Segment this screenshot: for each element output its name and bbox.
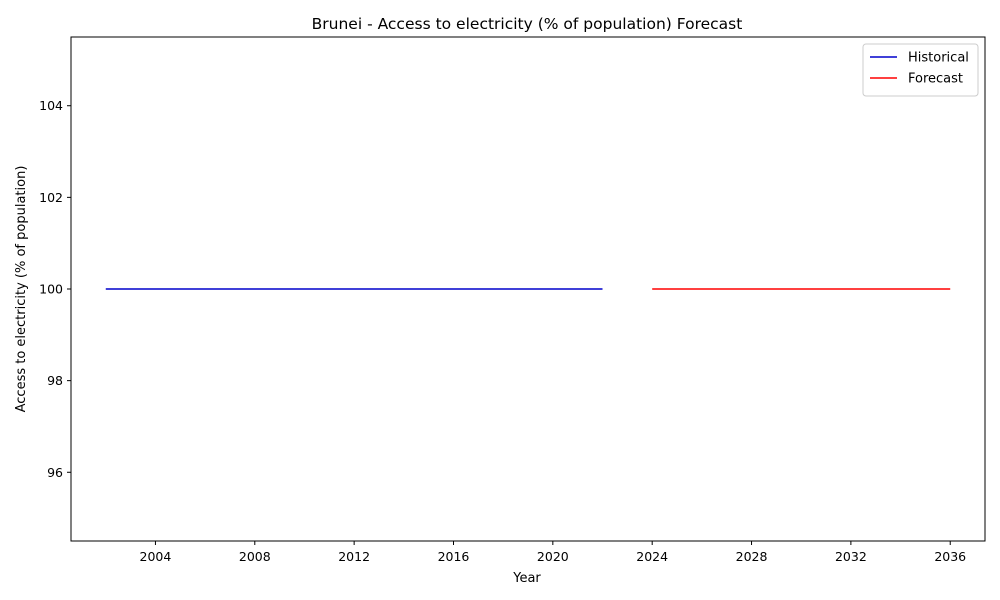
data-point-historical: [353, 288, 355, 290]
data-point-historical: [602, 288, 604, 290]
x-tick-label: 2024: [636, 549, 668, 564]
x-tick-label: 2012: [338, 549, 370, 564]
data-point-historical: [329, 288, 331, 290]
data-point-forecast: [776, 288, 778, 290]
data-point-historical: [304, 288, 306, 290]
data-point-historical: [179, 288, 181, 290]
data-point-forecast: [850, 288, 852, 290]
data-point-historical: [378, 288, 380, 290]
data-point-forecast: [825, 288, 827, 290]
data-point-forecast: [726, 288, 728, 290]
x-tick-label: 2004: [140, 549, 172, 564]
data-point-forecast: [900, 288, 902, 290]
y-axis-label: Access to electricity (% of population): [14, 166, 29, 413]
x-tick-label: 2016: [438, 549, 470, 564]
x-tick-label: 2032: [835, 549, 867, 564]
data-point-forecast: [651, 288, 653, 290]
x-tick-label: 2008: [239, 549, 271, 564]
data-point-historical: [105, 288, 107, 290]
legend-label-forecast: Forecast: [908, 72, 963, 87]
data-point-historical: [552, 288, 554, 290]
x-tick-label: 2028: [736, 549, 768, 564]
data-point-historical: [478, 288, 480, 290]
legend: Historical Forecast: [862, 43, 979, 97]
data-point-forecast: [751, 288, 753, 290]
data-point-forecast: [949, 288, 951, 290]
data-point-historical: [130, 288, 132, 290]
y-tick-label: 96: [47, 465, 63, 480]
data-point-forecast: [701, 288, 703, 290]
data-point-historical: [428, 288, 430, 290]
data-point-historical: [254, 288, 256, 290]
data-point-historical: [229, 288, 231, 290]
y-tick-label: 102: [39, 190, 63, 205]
data-point-historical: [403, 288, 405, 290]
y-tick-label: 100: [39, 282, 63, 297]
data-point-historical: [502, 288, 504, 290]
plot-area: 2004 2008 2012 2016 2020 2024 2028 2032 2036 96 98…: [39, 36, 986, 564]
data-point-historical: [453, 288, 455, 290]
data-point-historical: [204, 288, 206, 290]
legend-label-historical: Historical: [908, 51, 969, 66]
data-point-forecast: [800, 288, 802, 290]
data-point-forecast: [676, 288, 678, 290]
data-point-historical: [527, 288, 529, 290]
x-tick-label: 2020: [537, 549, 569, 564]
y-tick-label: 104: [39, 98, 63, 113]
data-point-historical: [155, 288, 157, 290]
data-point-historical: [279, 288, 281, 290]
x-tick-label: 2036: [934, 549, 966, 564]
data-point-forecast: [925, 288, 927, 290]
x-axis-label: Year: [512, 571, 541, 586]
data-point-forecast: [875, 288, 877, 290]
data-point-historical: [577, 288, 579, 290]
chart-title: Brunei - Access to electricity (% of pop…: [312, 15, 743, 33]
y-tick-label: 98: [47, 373, 63, 388]
